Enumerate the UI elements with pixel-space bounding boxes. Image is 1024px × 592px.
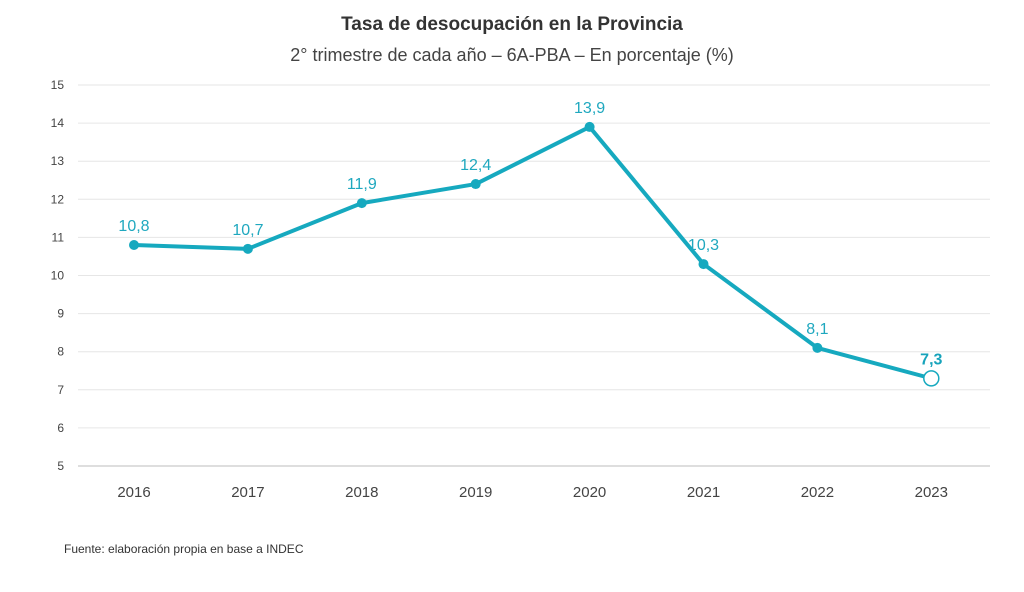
y-tick-label: 15 — [51, 78, 65, 92]
data-label: 10,7 — [232, 222, 263, 239]
y-tick-label: 14 — [51, 116, 65, 130]
data-labels: 10,8 10,7 11,9 12,4 13,9 10,3 8,1 7,3 — [118, 100, 942, 368]
data-label: 12,4 — [460, 157, 491, 174]
x-tick-label: 2020 — [573, 484, 606, 501]
chart-title: Tasa de desocupación en la Provincia — [341, 14, 683, 35]
y-axis-ticks: 5 6 7 8 9 10 11 12 13 14 15 — [51, 78, 65, 473]
y-tick-label: 5 — [57, 459, 64, 473]
y-tick-label: 7 — [57, 383, 64, 397]
y-tick-label: 13 — [51, 154, 65, 168]
x-axis-ticks: 2016 2017 2018 2019 2020 2021 2022 2023 — [117, 484, 948, 501]
data-point — [698, 259, 709, 270]
y-tick-label: 6 — [57, 421, 64, 435]
x-tick-label: 2016 — [117, 484, 150, 501]
data-point — [129, 240, 139, 251]
data-points — [129, 121, 940, 387]
x-tick-label: 2018 — [345, 484, 378, 501]
data-label: 7,3 — [920, 351, 942, 368]
x-tick-label: 2021 — [687, 484, 720, 501]
data-point — [242, 243, 253, 254]
source-note: Fuente: elaboración propia en base a IND… — [64, 542, 304, 556]
y-tick-label: 10 — [51, 269, 65, 283]
data-label: 8,1 — [806, 321, 828, 338]
x-tick-label: 2023 — [915, 484, 948, 501]
data-point — [923, 370, 940, 387]
data-point — [584, 121, 595, 132]
x-tick-label: 2022 — [801, 484, 834, 501]
data-label: 11,9 — [347, 176, 377, 193]
data-point — [470, 179, 481, 190]
x-tick-label: 2017 — [231, 484, 264, 501]
data-point — [812, 342, 823, 353]
y-tick-label: 12 — [51, 192, 65, 206]
data-label: 13,9 — [574, 100, 605, 117]
y-tick-label: 11 — [52, 230, 65, 244]
chart-subtitle: 2° trimestre de cada año – 6A-PBA – En p… — [290, 45, 734, 65]
data-label: 10,3 — [688, 237, 719, 254]
data-point — [356, 198, 367, 209]
grid-lines — [78, 84, 990, 429]
x-tick-label: 2019 — [459, 484, 492, 501]
data-label: 10,8 — [118, 218, 149, 235]
y-tick-label: 8 — [57, 345, 64, 359]
series-line — [132, 124, 934, 381]
y-tick-label: 9 — [57, 307, 64, 321]
